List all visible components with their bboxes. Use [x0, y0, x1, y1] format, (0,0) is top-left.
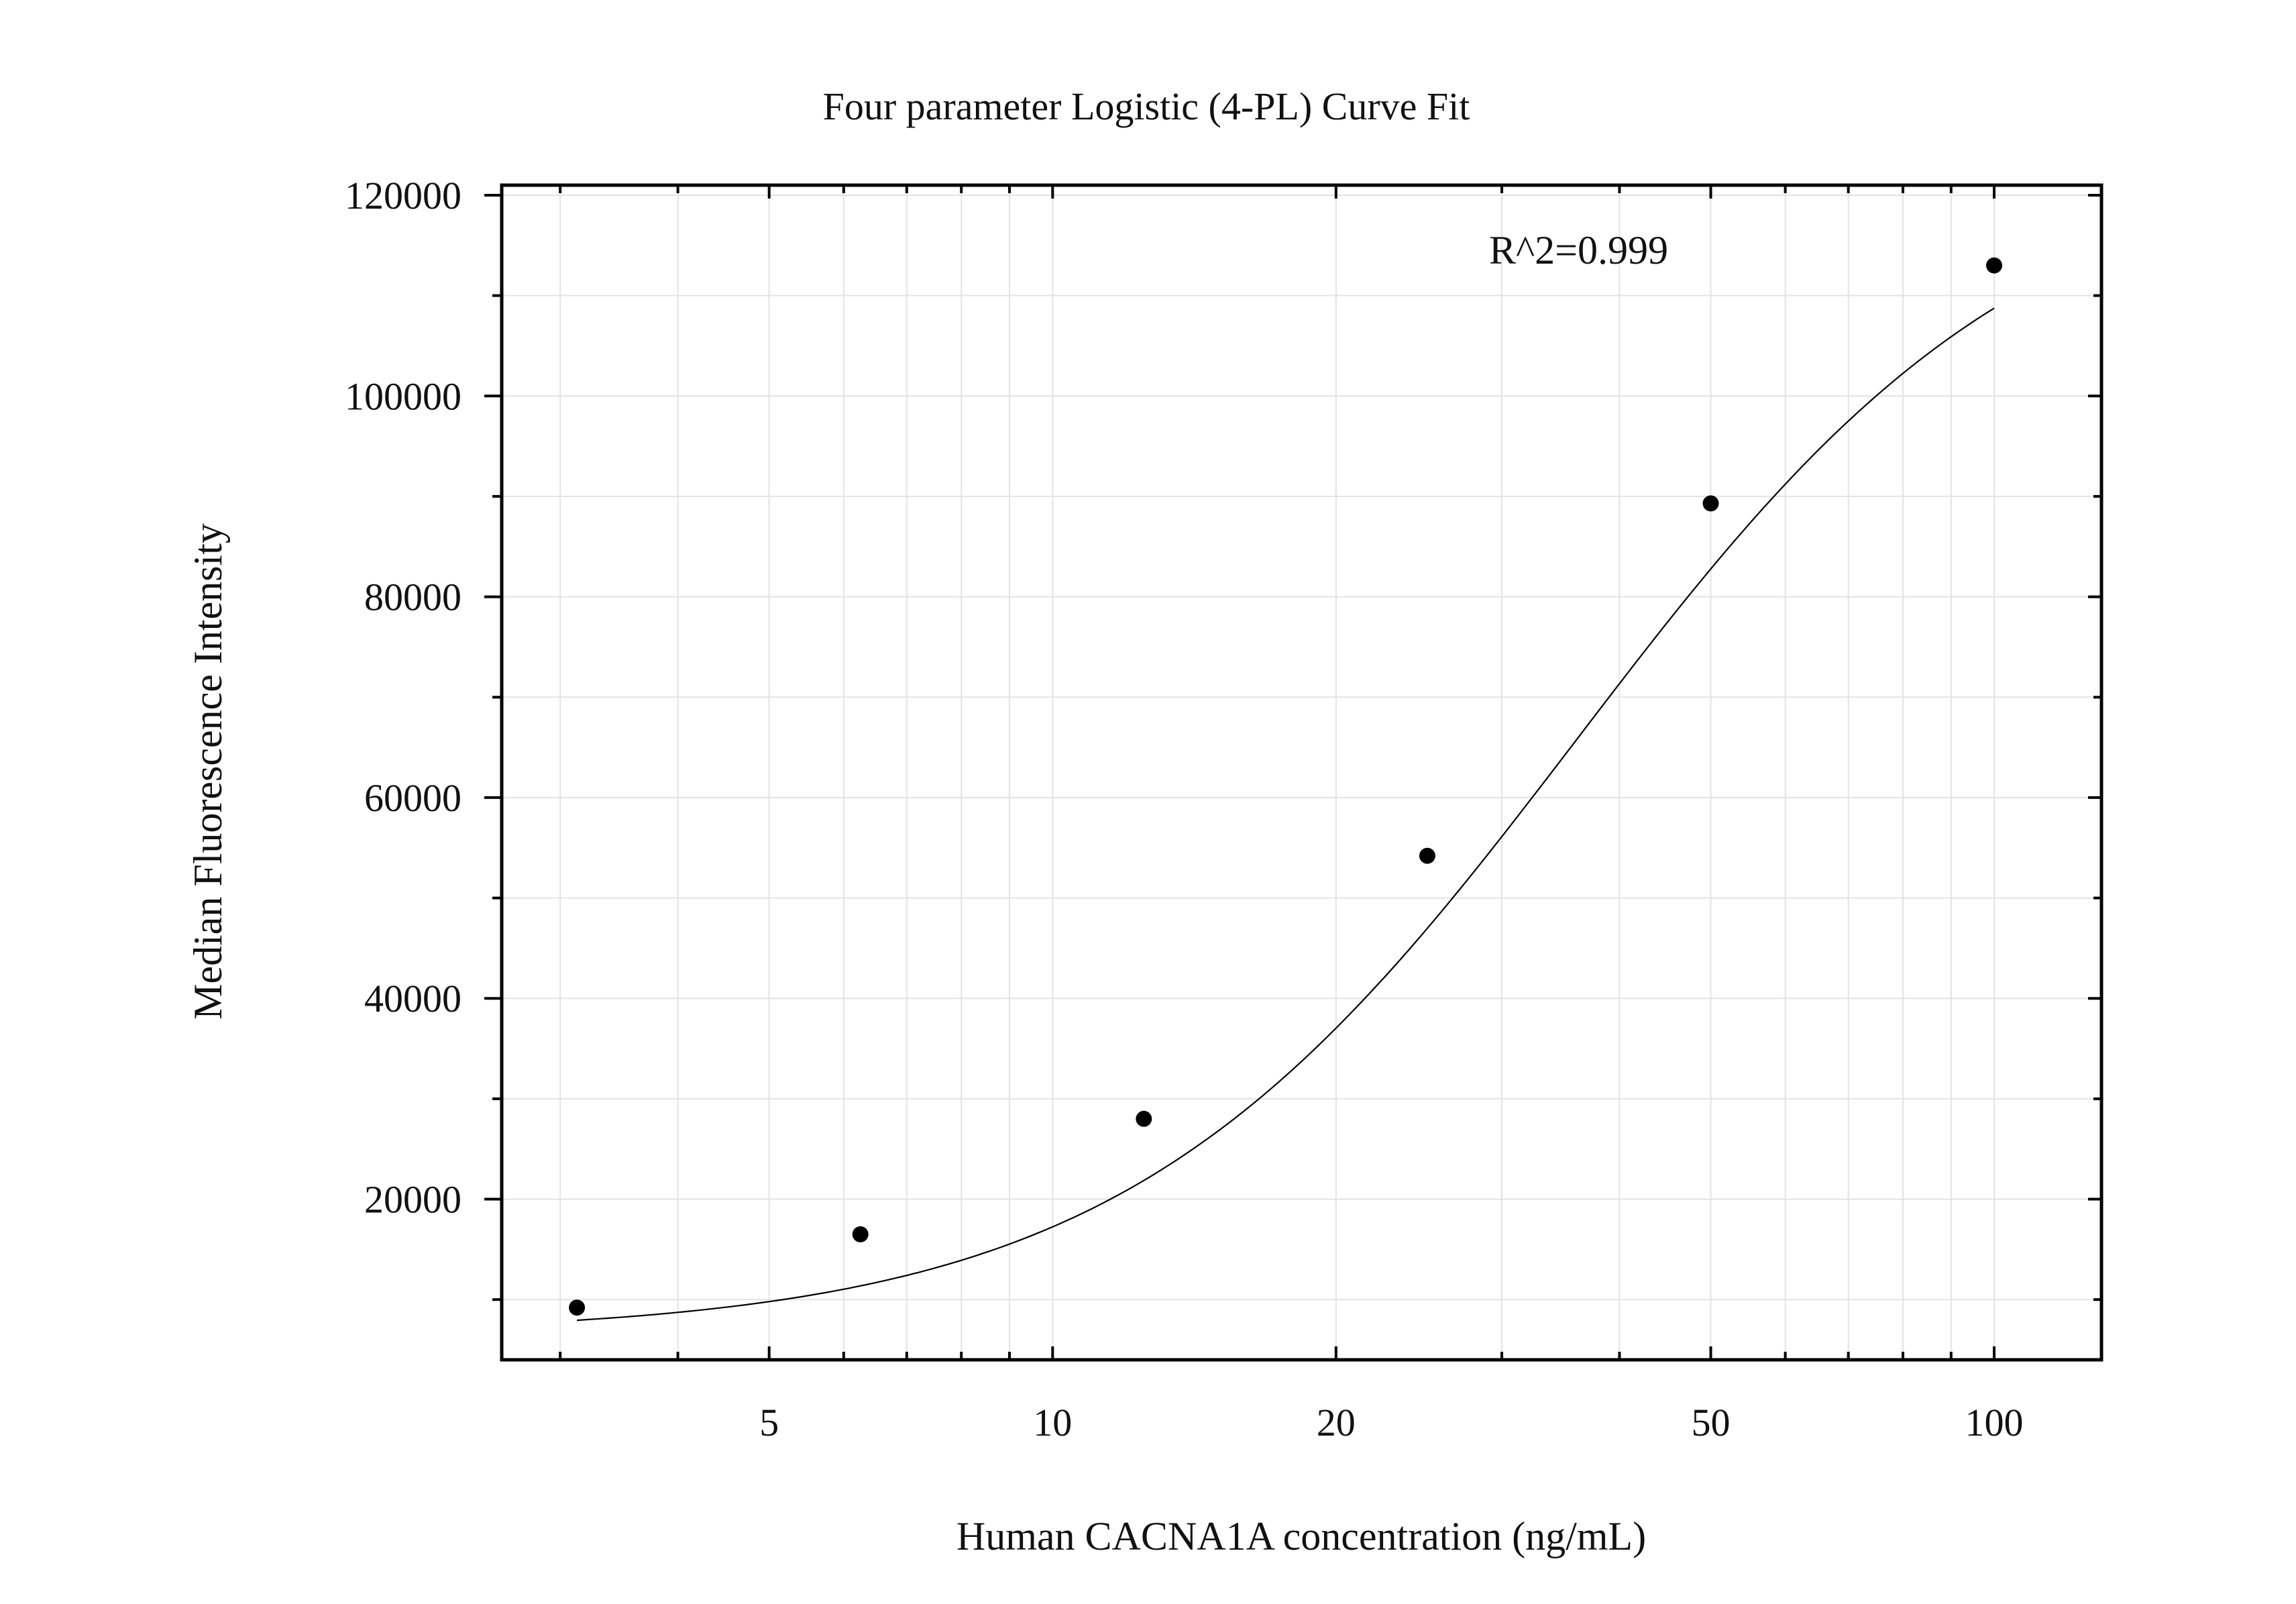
y-tick-label: 120000 [345, 174, 461, 217]
x-tick-label: 100 [1965, 1401, 2024, 1444]
plot-frame [500, 183, 2103, 1362]
data-point [1419, 847, 1435, 864]
y-tick-label: 60000 [364, 776, 461, 820]
chart-title: Four parameter Logistic (4-PL) Curve Fit [823, 85, 1470, 128]
y-axis-label: Median Fluorescence Intensity [186, 523, 230, 1020]
axis-ticks [484, 185, 2101, 1360]
data-point [1986, 257, 2002, 274]
data-point [1136, 1110, 1152, 1127]
grid [502, 185, 2101, 1360]
y-tick-label: 20000 [364, 1178, 461, 1222]
x-tick-label: 5 [759, 1401, 779, 1444]
x-tick-labels: 5 10 20 50 100 [759, 1401, 2023, 1444]
y-tick-label: 100000 [345, 374, 461, 418]
data-point [569, 1299, 586, 1316]
x-axis-label: Human CACNA1A concentration (ng/mL) [956, 1514, 1646, 1558]
x-tick-label: 10 [1033, 1401, 1072, 1444]
y-tick-label: 40000 [364, 977, 461, 1020]
r-squared-annotation: R^2=0.999 [1489, 228, 1668, 272]
x-tick-label: 50 [1692, 1401, 1731, 1444]
x-tick-label: 20 [1317, 1401, 1356, 1444]
data-point [1702, 495, 1719, 512]
data-points [569, 257, 2002, 1316]
data-point [852, 1226, 869, 1242]
fit-curve [577, 307, 1995, 1322]
y-tick-labels: 20000 40000 60000 80000 100000 120000 [345, 174, 461, 1222]
y-tick-label: 80000 [364, 576, 461, 619]
